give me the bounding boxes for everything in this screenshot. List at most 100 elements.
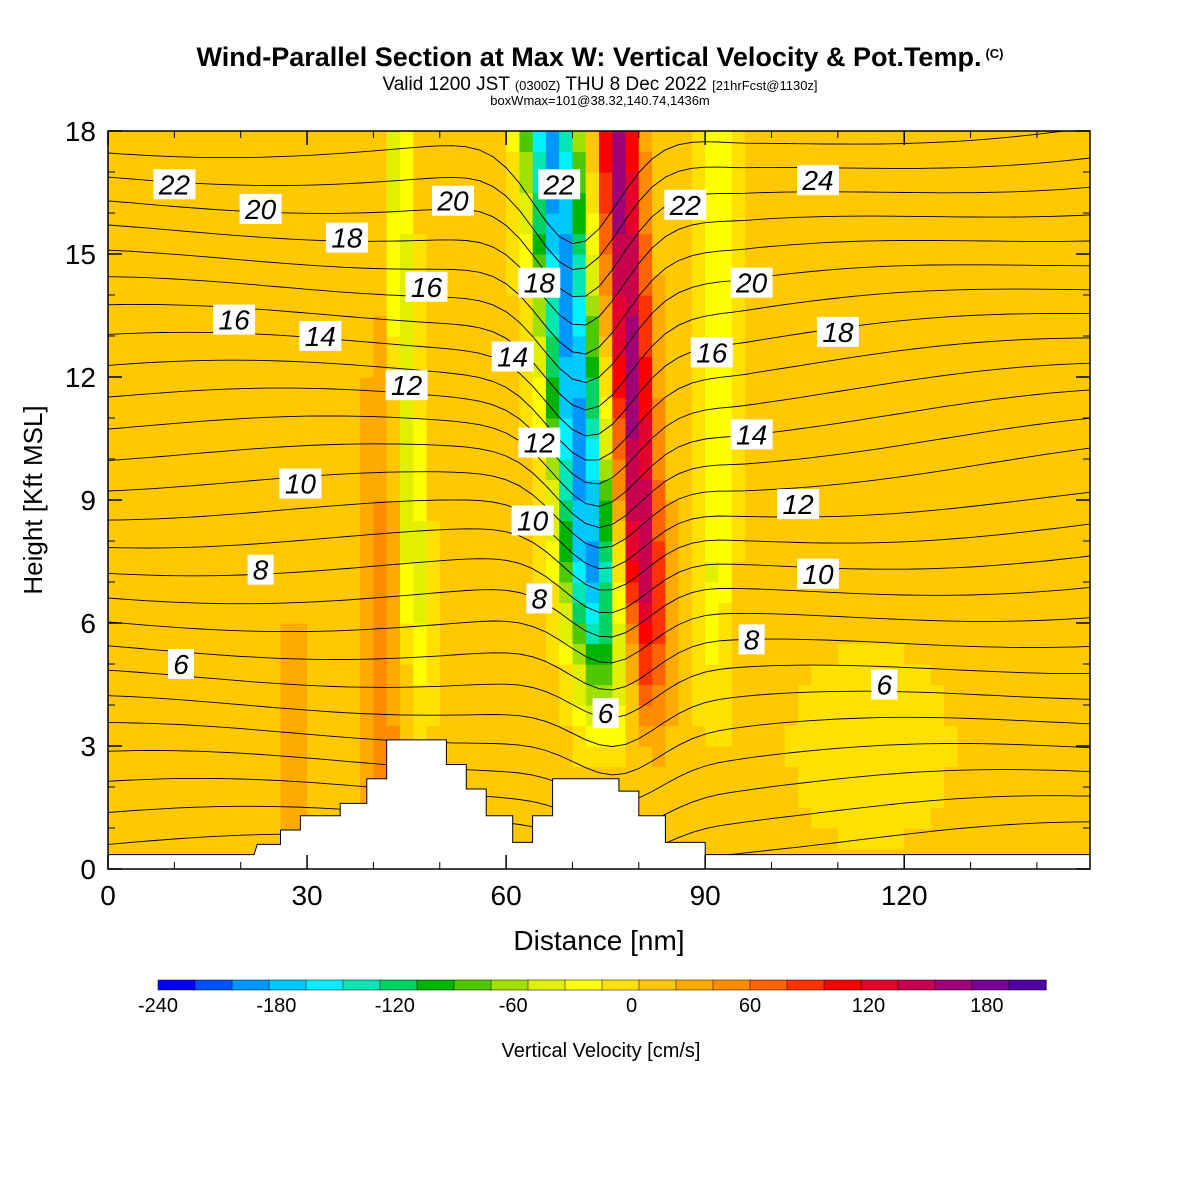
velocity-cell [731, 766, 746, 788]
velocity-cell [718, 418, 733, 440]
velocity-cell [121, 459, 136, 481]
colorbar-swatch [860, 979, 899, 991]
contour-label-box [738, 624, 765, 655]
y-tick-label: 3 [80, 731, 96, 762]
velocity-cell [638, 336, 653, 358]
velocity-cell [784, 336, 799, 358]
velocity-cell [811, 356, 826, 378]
velocity-cell [293, 192, 308, 214]
velocity-cell [997, 828, 1011, 850]
contour-label-text: 8 [253, 555, 269, 586]
velocity-cell [492, 684, 507, 706]
velocity-cell [466, 500, 481, 522]
velocity-cell [492, 541, 507, 563]
velocity-cell [214, 500, 229, 522]
velocity-cell [506, 438, 520, 460]
velocity-cell [121, 131, 136, 153]
velocity-cell [771, 131, 786, 153]
velocity-cell [532, 541, 547, 563]
velocity-cell [585, 336, 600, 358]
velocity-cell [678, 705, 693, 727]
velocity-cell [1076, 131, 1090, 153]
velocity-cell [519, 643, 534, 665]
velocity-cell [108, 766, 122, 788]
velocity-cell [519, 664, 534, 686]
velocity-cell [837, 746, 852, 768]
velocity-cell [453, 623, 467, 645]
velocity-cell [346, 459, 361, 481]
velocity-cell [320, 254, 335, 276]
velocity-cell [453, 746, 467, 768]
velocity-cell [506, 172, 520, 194]
velocity-cell [399, 643, 414, 665]
velocity-cell [134, 479, 149, 501]
velocity-cell [705, 459, 720, 481]
velocity-cell [399, 520, 414, 542]
velocity-cell [983, 172, 998, 194]
velocity-cell [851, 541, 866, 563]
velocity-cell [386, 192, 401, 214]
velocity-cell [1036, 643, 1051, 665]
velocity-cell [267, 520, 282, 542]
velocity-cell [957, 725, 972, 747]
velocity-cell [147, 418, 162, 440]
velocity-cell [134, 295, 149, 317]
velocity-cell [253, 315, 268, 337]
velocity-cell [519, 192, 534, 214]
velocity-cell [161, 541, 175, 563]
velocity-cell [771, 705, 786, 727]
velocity-cell [187, 397, 202, 419]
velocity-cell [652, 397, 666, 419]
velocity-cell [346, 192, 361, 214]
contour-label-box [299, 321, 342, 351]
velocity-cell [731, 315, 746, 337]
velocity-cell [638, 397, 653, 419]
velocity-cell [1063, 151, 1078, 173]
velocity-cell [121, 684, 136, 706]
velocity-cell [1036, 807, 1051, 829]
velocity-cell [147, 520, 162, 542]
velocity-cell [957, 561, 972, 583]
velocity-cell [466, 561, 481, 583]
velocity-cell [187, 582, 202, 604]
contour-label-box [491, 341, 534, 372]
velocity-cell [399, 561, 414, 583]
velocity-cell [599, 582, 613, 604]
velocity-cell [758, 787, 773, 809]
velocity-cell [293, 705, 308, 727]
contour-label: 18 [816, 316, 859, 348]
velocity-cell [280, 418, 295, 440]
velocity-cell [240, 131, 255, 153]
velocity-cell [599, 643, 613, 665]
velocity-cell [1063, 233, 1078, 255]
velocity-cell [625, 151, 640, 173]
velocity-cell [997, 684, 1011, 706]
velocity-cell [187, 131, 202, 153]
velocity-cell [320, 192, 335, 214]
velocity-cell [373, 561, 388, 583]
velocity-cell [638, 418, 653, 440]
velocity-cell [837, 254, 852, 276]
velocity-cell [864, 131, 879, 153]
velocity-cell [545, 541, 560, 563]
velocity-cell [638, 315, 653, 337]
velocity-cell [625, 254, 640, 276]
velocity-cell [479, 602, 494, 624]
velocity-cell [360, 295, 375, 317]
velocity-cell [346, 377, 361, 399]
velocity-cell [532, 233, 547, 255]
velocity-cell [214, 828, 229, 850]
contour-label: 20 [432, 185, 474, 217]
velocity-cell [957, 500, 972, 522]
velocity-cell [970, 418, 985, 440]
velocity-cell [877, 602, 892, 624]
velocity-cell [532, 459, 547, 481]
velocity-cell [678, 479, 693, 501]
velocity-cell [267, 582, 282, 604]
velocity-cell [904, 602, 919, 624]
velocity-cell [267, 623, 282, 645]
velocity-cell [1076, 561, 1090, 583]
velocity-cell [771, 172, 786, 194]
velocity-cell [227, 582, 242, 604]
contour-label-box [153, 169, 196, 200]
